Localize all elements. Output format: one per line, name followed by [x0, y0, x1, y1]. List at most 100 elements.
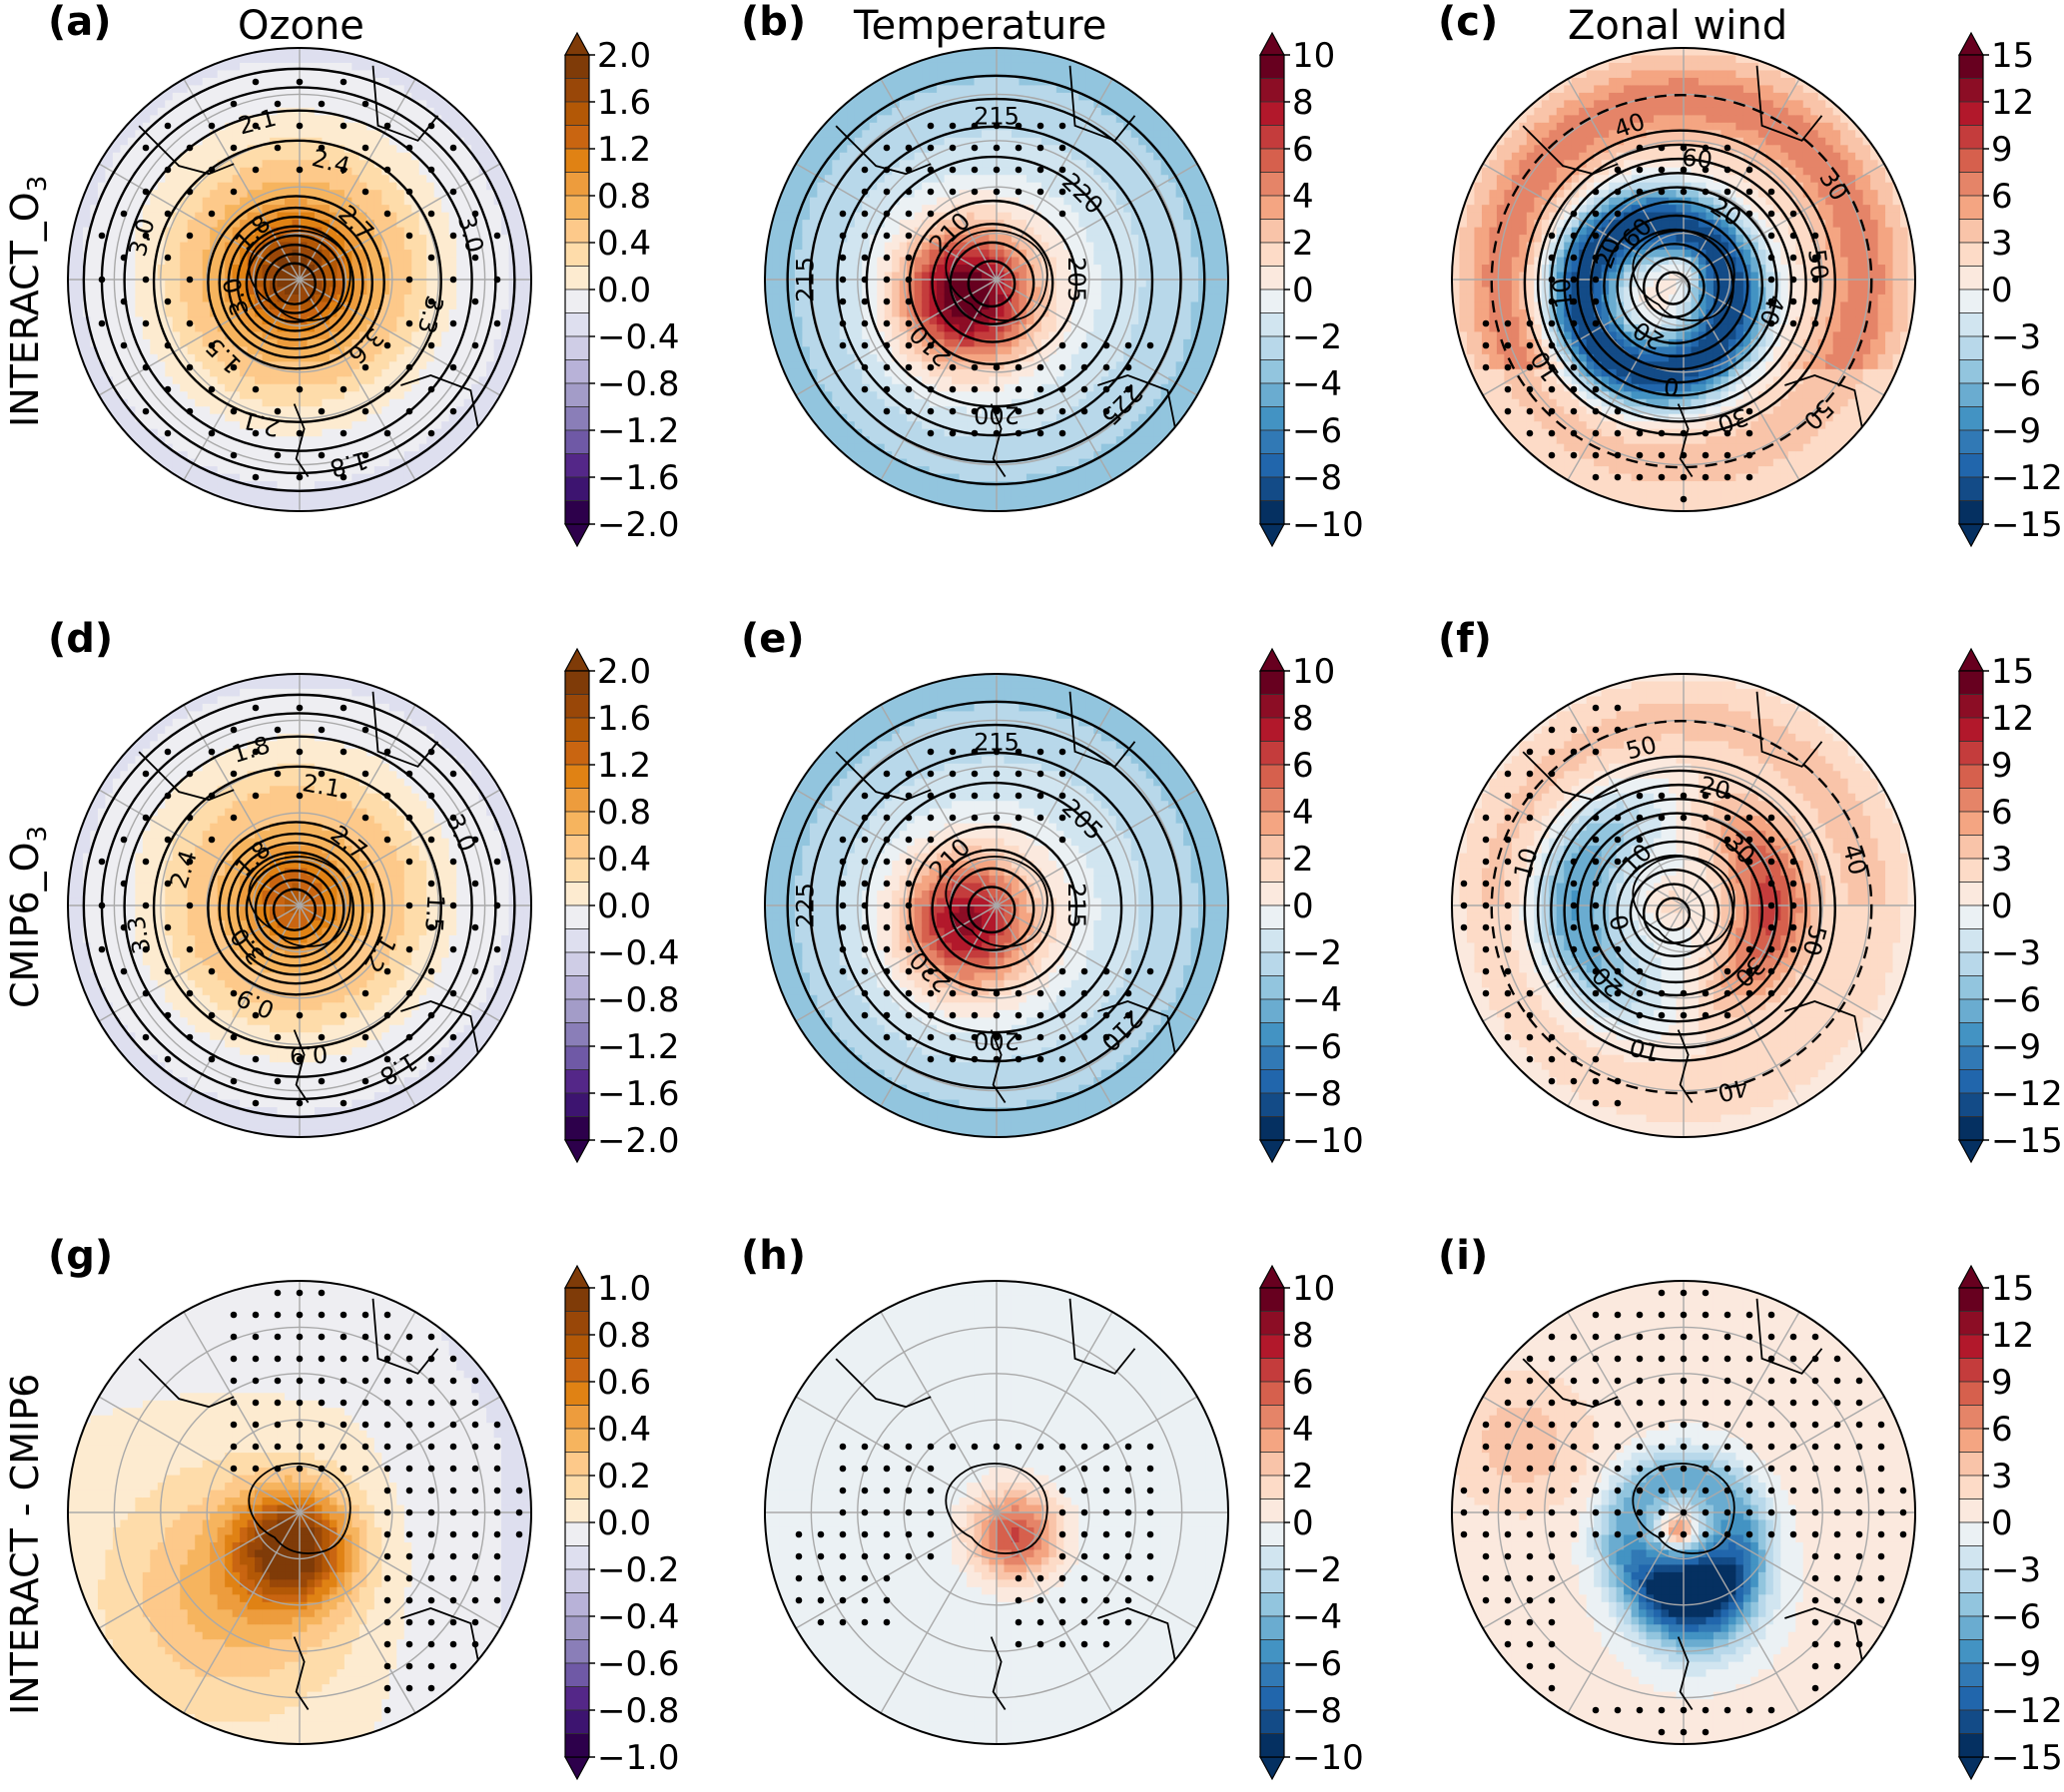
- field-cell: [975, 55, 983, 63]
- field-cell: [915, 421, 923, 429]
- panel-label-d: (d): [48, 619, 113, 659]
- field-cell: [315, 175, 323, 183]
- field-cell: [930, 63, 938, 71]
- field-cell: [426, 175, 434, 183]
- field-cell: [501, 258, 509, 266]
- field-cell: [855, 138, 863, 146]
- field-cell: [855, 406, 863, 414]
- field-cell: [937, 63, 945, 71]
- field-cell: [68, 280, 76, 288]
- field-cell: [322, 115, 330, 123]
- field-cell: [419, 361, 427, 369]
- field-cell: [143, 115, 151, 123]
- field-cell: [840, 198, 848, 206]
- field-cell: [263, 399, 271, 407]
- field-cell: [982, 384, 990, 392]
- field-cell: [263, 474, 271, 482]
- field-cell: [225, 414, 233, 422]
- field-cell: [120, 316, 128, 324]
- stipple-dot: [362, 101, 369, 108]
- field-cell: [795, 376, 803, 384]
- field-cell: [930, 70, 938, 78]
- field-cell: [389, 474, 397, 482]
- field-cell: [278, 384, 286, 392]
- field-cell: [389, 183, 397, 191]
- field-cell: [98, 205, 106, 213]
- field-cell: [396, 339, 404, 347]
- field-cell: [150, 108, 158, 116]
- field-cell: [285, 436, 293, 444]
- field-cell: [870, 459, 878, 467]
- field-cell: [315, 384, 323, 392]
- field-cell: [937, 138, 945, 146]
- field-cell: [330, 369, 338, 377]
- field-cell: [300, 198, 308, 206]
- field-cell: [218, 175, 226, 183]
- field-cell: [105, 361, 113, 369]
- field-cell: [165, 145, 173, 153]
- field-cell: [870, 451, 878, 459]
- field-cell: [825, 301, 833, 309]
- field-cell: [330, 183, 338, 191]
- field-cell: [494, 220, 502, 228]
- field-cell: [180, 466, 188, 474]
- field-cell: [195, 190, 203, 198]
- field-cell: [847, 287, 855, 295]
- field-cell: [322, 384, 330, 392]
- stipple-dot: [428, 430, 435, 437]
- field-cell: [982, 205, 990, 213]
- field-cell: [825, 309, 833, 317]
- field-cell: [772, 287, 780, 295]
- field-cell: [285, 168, 293, 176]
- field-cell: [486, 265, 494, 273]
- field-cell: [307, 130, 315, 138]
- field-cell: [240, 190, 248, 198]
- field-cell: [915, 280, 923, 288]
- field-cell: [892, 406, 900, 414]
- colorbar-band: [565, 79, 589, 103]
- field-cell: [307, 481, 315, 489]
- field-cell: [173, 93, 181, 101]
- field-cell: [501, 309, 509, 317]
- field-cell: [419, 115, 427, 123]
- field-cell: [404, 295, 412, 302]
- field-cell: [203, 235, 211, 243]
- field-cell: [795, 369, 803, 377]
- field-cell: [374, 168, 382, 176]
- field-cell: [832, 451, 840, 459]
- field-cell: [825, 444, 833, 452]
- field-cell: [165, 459, 173, 467]
- field-cell: [501, 265, 509, 273]
- field-cell: [810, 391, 818, 399]
- field-cell: [225, 205, 233, 213]
- filled-contours-a: [68, 48, 532, 512]
- field-cell: [158, 190, 166, 198]
- field-cell: [180, 301, 188, 309]
- field-cell: [374, 175, 382, 183]
- field-cell: [855, 130, 863, 138]
- field-cell: [113, 399, 121, 407]
- field-cell: [915, 481, 923, 489]
- field-cell: [90, 280, 98, 288]
- field-cell: [449, 436, 457, 444]
- field-cell: [411, 228, 419, 236]
- field-cell: [203, 183, 211, 191]
- field-cell: [847, 414, 855, 422]
- field-cell: [150, 198, 158, 206]
- field-cell: [832, 205, 840, 213]
- field-cell: [892, 346, 900, 354]
- field-cell: [180, 295, 188, 302]
- field-cell: [158, 346, 166, 354]
- field-cell: [832, 228, 840, 236]
- stipple-dot: [99, 320, 106, 327]
- stipple-dot: [297, 123, 304, 130]
- field-cell: [105, 160, 113, 168]
- field-cell: [817, 406, 825, 414]
- field-cell: [411, 287, 419, 295]
- field-cell: [780, 258, 788, 266]
- field-cell: [411, 369, 419, 377]
- field-cell: [322, 474, 330, 482]
- field-cell: [922, 474, 930, 482]
- field-cell: [915, 295, 923, 302]
